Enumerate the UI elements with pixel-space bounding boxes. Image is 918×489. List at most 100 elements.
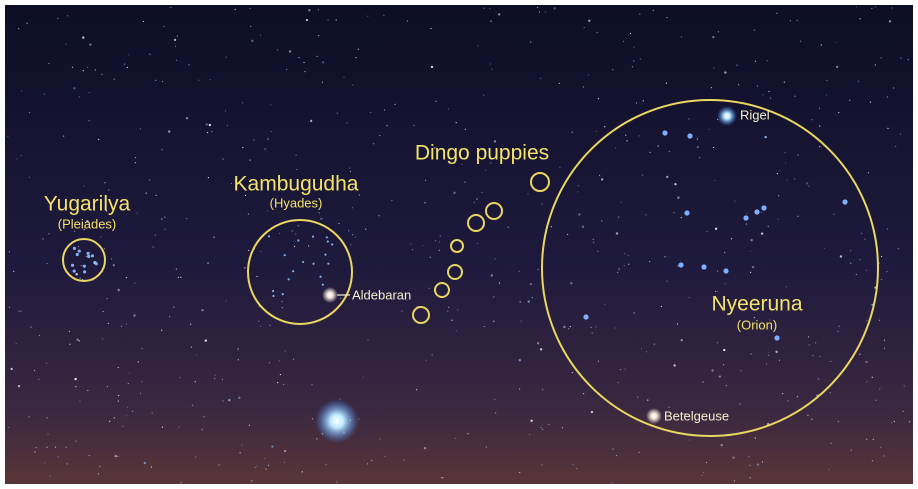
star <box>768 91 769 92</box>
star <box>678 262 683 267</box>
star <box>75 386 76 387</box>
star <box>168 130 170 132</box>
star <box>121 326 122 327</box>
star <box>886 271 887 272</box>
star <box>250 26 251 27</box>
star <box>104 182 105 183</box>
star <box>677 196 679 198</box>
star <box>17 158 18 159</box>
star <box>666 17 667 18</box>
star <box>327 19 328 20</box>
star <box>711 87 712 88</box>
star <box>614 327 615 328</box>
star <box>118 367 119 368</box>
star <box>162 81 163 82</box>
star <box>391 200 392 201</box>
star <box>755 438 756 439</box>
star <box>191 347 192 348</box>
star <box>582 226 584 228</box>
star <box>828 469 829 470</box>
star <box>242 147 243 148</box>
star <box>57 18 58 19</box>
star <box>639 452 640 453</box>
star <box>755 61 756 62</box>
star <box>784 81 785 82</box>
star <box>138 361 139 362</box>
star <box>327 240 329 242</box>
star <box>16 343 17 344</box>
star <box>42 238 43 239</box>
star <box>249 160 250 161</box>
star <box>711 369 713 371</box>
star <box>757 85 758 86</box>
star <box>26 23 27 24</box>
star <box>830 443 831 444</box>
star <box>202 429 203 430</box>
star <box>807 415 808 416</box>
star <box>55 447 56 448</box>
star <box>156 195 157 196</box>
star <box>176 60 177 61</box>
star <box>155 235 156 236</box>
star <box>819 356 820 357</box>
star <box>260 34 261 35</box>
star <box>292 270 294 272</box>
star <box>207 263 208 264</box>
star <box>308 245 309 246</box>
star <box>410 243 411 244</box>
star <box>319 212 320 213</box>
star <box>140 393 141 394</box>
star <box>302 471 303 472</box>
star <box>346 123 347 124</box>
star <box>797 216 798 217</box>
star <box>527 193 528 194</box>
star <box>891 422 892 423</box>
star <box>50 476 51 477</box>
star <box>298 225 299 226</box>
star <box>724 252 725 253</box>
star <box>340 298 341 299</box>
star <box>717 271 718 272</box>
star <box>205 339 207 341</box>
star <box>836 42 837 43</box>
star <box>898 248 899 249</box>
star <box>306 19 308 21</box>
star <box>73 269 76 272</box>
star <box>871 304 872 305</box>
star <box>104 248 105 249</box>
star <box>355 236 356 237</box>
star <box>430 257 431 258</box>
star <box>181 482 182 483</box>
star <box>69 331 70 332</box>
star <box>39 335 40 336</box>
star <box>597 32 598 33</box>
star <box>206 123 208 125</box>
star <box>632 66 633 67</box>
star <box>674 183 676 185</box>
star <box>48 233 49 234</box>
star <box>812 355 813 356</box>
star <box>267 138 268 139</box>
star <box>723 349 725 351</box>
star <box>615 147 616 148</box>
label: Nyeeruna <box>711 293 802 316</box>
star <box>269 325 270 326</box>
star <box>165 229 166 230</box>
sublabel: (Pleiades) <box>58 216 117 231</box>
star <box>295 233 296 234</box>
star <box>284 254 286 256</box>
star <box>529 434 530 435</box>
star <box>630 33 631 34</box>
star <box>358 49 359 50</box>
star <box>485 170 486 171</box>
star <box>28 416 29 417</box>
star <box>717 342 718 343</box>
star <box>724 283 725 284</box>
star <box>476 198 477 199</box>
venus <box>315 399 359 443</box>
star <box>448 108 449 109</box>
star <box>628 255 629 256</box>
star <box>432 354 433 355</box>
star <box>322 82 323 83</box>
star <box>365 229 366 230</box>
